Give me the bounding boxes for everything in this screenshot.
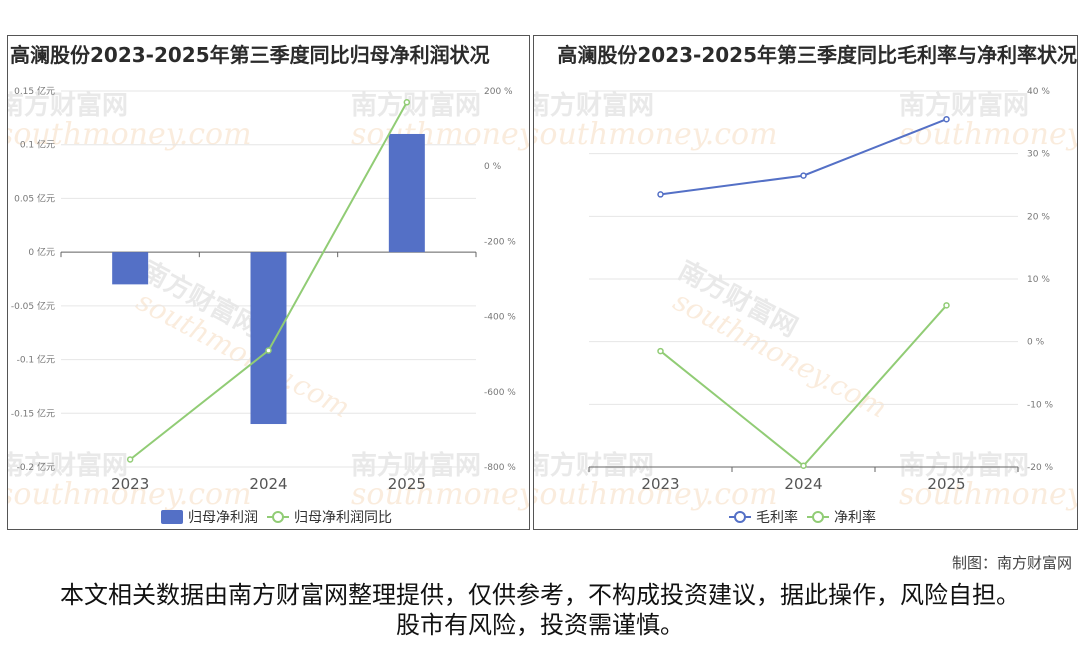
chart-credit: 制图：南方财富网 [951, 554, 1072, 572]
y-tick-label-left: 0 亿元 [28, 246, 55, 258]
y-tick-label-left: 0.15 亿元 [14, 85, 55, 97]
legend-marker [272, 511, 284, 523]
watermark-en: southmoney.com [534, 117, 778, 152]
watermark-cn: 南方财富网 [899, 450, 1029, 481]
y-tick-label-right: -20 % [1027, 463, 1054, 473]
chart-panel-net-profit: 高澜股份2023-2025年第三季度同比归母净利润状况 南方财富网 southmo… [7, 35, 530, 530]
line-point [943, 302, 950, 309]
line-point [265, 347, 272, 354]
x-tick-label: 2023 [641, 475, 679, 493]
watermark-cn: 南方财富网 [351, 450, 481, 481]
y-tick-label-right: -10 % [1027, 400, 1054, 410]
y-tick-label-right: -400 % [484, 313, 516, 323]
legend-item: 归母净利润同比 [267, 509, 392, 526]
y-tick-label-left: 0.1 亿元 [20, 139, 55, 151]
line-point [943, 115, 950, 123]
line-point [657, 347, 664, 355]
watermark-cn: 南方财富网 [8, 90, 128, 121]
disclaimer-text: 本文相关数据由南方财富网整理提供，仅供参考，不构成投资建议，据此操作，风险自担。… [60, 581, 1020, 639]
y-tick-label-right: -200 % [484, 237, 516, 247]
bar [250, 252, 287, 425]
x-tick-label: 2024 [249, 475, 287, 493]
watermark-en: southmoney.com [351, 117, 530, 152]
watermark-cn: 南方财富网 [351, 90, 481, 121]
legend-item: 归母净利润 [161, 509, 258, 526]
chart-title-text: 高澜股份2023-2025年第三季度同比毛利率与净利率状况 [557, 43, 1077, 67]
x-tick-label: 2023 [111, 475, 149, 493]
watermark-en: southmoney.com [899, 117, 1078, 152]
y-tick-label-right: 30 % [1027, 150, 1050, 160]
y-tick-label-right: 0 % [484, 162, 502, 172]
watermark-en: southmoney.com [351, 477, 530, 512]
net-profit-chart: 南方财富网southmoney.com南方财富网southmoney.com南方… [8, 85, 530, 526]
y-tick-label-right: 40 % [1027, 87, 1050, 97]
watermark-cn: 南方财富网 [8, 450, 128, 481]
y-tick-label-right: 0 % [1027, 338, 1045, 348]
y-tick-label-left: -0.15 亿元 [11, 407, 55, 419]
x-tick-label: 2024 [784, 475, 822, 493]
legend-label: 毛利率 [756, 509, 798, 526]
chart-panel-margins: 高澜股份2023-2025年第三季度同比毛利率与净利率状况 南方财富网 south… [533, 35, 1078, 530]
line-point [403, 99, 411, 106]
watermark-cn: 南方财富网 [534, 90, 654, 121]
y-tick-label-left: -0.1 亿元 [17, 354, 55, 366]
chart-title: 高澜股份2023-2025年第三季度同比归母净利润状况 [10, 43, 490, 67]
legend-label: 净利率 [834, 509, 876, 526]
legend-marker [734, 511, 746, 523]
y-tick-label-right: 20 % [1027, 212, 1050, 222]
y-tick-label-right: 10 % [1027, 275, 1050, 285]
watermark-en: southmoney.com [534, 477, 778, 512]
line-point [800, 462, 807, 469]
watermark-cn: 南方财富网 [534, 450, 654, 481]
y-tick-label-left: -0.05 亿元 [11, 300, 55, 312]
y-tick-label-right: -600 % [484, 388, 516, 398]
legend-label: 归母净利润 [188, 509, 258, 526]
watermark-en: southmoney.com [8, 117, 252, 152]
legend-marker [812, 511, 824, 523]
watermark-en: southmoney.com [8, 477, 252, 512]
legend-item: 净利率 [807, 509, 876, 526]
bar [112, 252, 149, 285]
margin-chart: 南方财富网southmoney.com南方财富网southmoney.com南方… [534, 87, 1078, 526]
legend-label: 归母净利润同比 [294, 509, 392, 526]
y-tick-label-left: 0.05 亿元 [14, 192, 55, 204]
x-tick-label: 2025 [388, 475, 426, 493]
bar [388, 133, 425, 253]
y-tick-label-right: 200 % [484, 87, 513, 97]
watermark-cn: 南方财富网 [899, 90, 1029, 121]
y-tick-label-right: -800 % [484, 463, 516, 473]
legend-swatch [161, 510, 183, 524]
x-tick-label: 2025 [927, 475, 965, 493]
line-point [126, 456, 134, 463]
y-tick-label-left: -0.2 亿元 [17, 461, 55, 473]
line-point [800, 172, 807, 179]
watermark-en: southmoney.com [899, 477, 1078, 512]
line-point [657, 191, 664, 198]
chart-title: 高澜股份2023-2025年第三季度同比毛利率与净利率状况 [534, 39, 1077, 68]
legend-item: 毛利率 [729, 509, 798, 526]
